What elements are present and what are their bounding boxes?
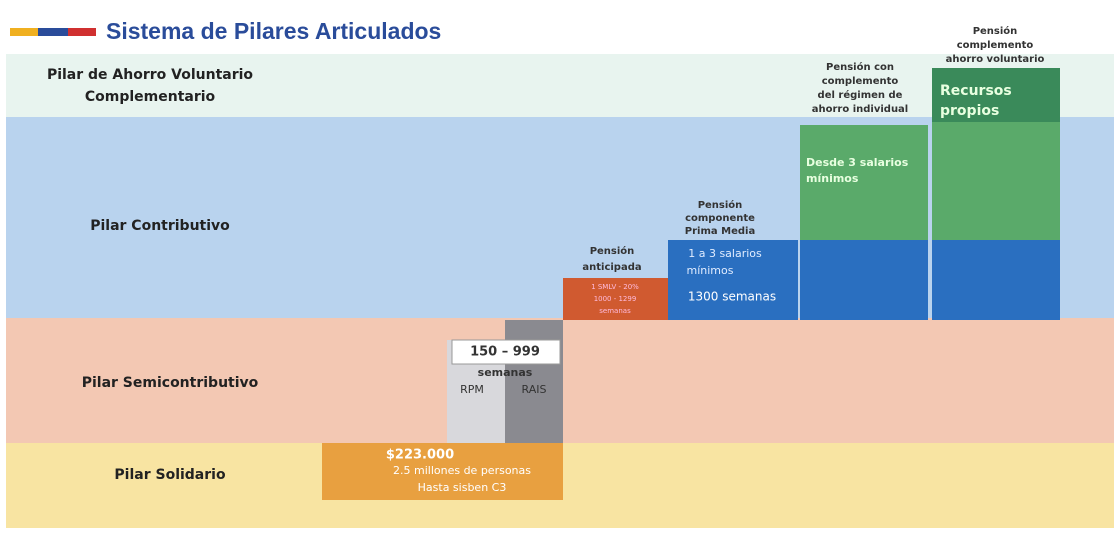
blue-box bbox=[800, 240, 928, 320]
rais-box bbox=[505, 320, 563, 443]
flag-red bbox=[68, 28, 96, 36]
pillar-label: Complementario bbox=[85, 89, 216, 105]
range: 150 – 999 bbox=[470, 345, 540, 360]
solidario-box bbox=[322, 443, 563, 500]
heading: complemento bbox=[822, 76, 899, 87]
box-text: 1 a 3 salarios bbox=[688, 247, 762, 260]
unit: semanas bbox=[478, 366, 533, 379]
box-text: semanas bbox=[599, 307, 631, 315]
blue-box bbox=[932, 240, 1060, 320]
band-voluntario bbox=[6, 54, 1114, 117]
pillar-label: Pilar Solidario bbox=[114, 467, 226, 483]
heading: Pensión bbox=[698, 199, 743, 211]
pillar-label: Pilar Semicontributivo bbox=[82, 375, 259, 391]
rpm: RPM bbox=[460, 383, 484, 396]
flag-blue bbox=[38, 28, 68, 36]
box-text: mínimos bbox=[806, 172, 859, 185]
heading: complemento bbox=[957, 40, 1034, 51]
box-text: mínimos bbox=[687, 264, 734, 277]
green-box bbox=[932, 122, 1060, 240]
amount: $223.000 bbox=[386, 448, 454, 463]
rais: RAIS bbox=[522, 383, 547, 396]
box-text: Desde 3 salarios bbox=[806, 156, 909, 169]
box-text: 1300 semanas bbox=[688, 290, 776, 304]
anticipada-box bbox=[563, 278, 668, 320]
box-text: propios bbox=[940, 103, 999, 119]
heading: Prima Media bbox=[685, 226, 755, 237]
pillar-label: Pilar Contributivo bbox=[90, 218, 230, 234]
box-text: 1000 - 1299 bbox=[594, 295, 637, 303]
flag-yellow bbox=[10, 28, 38, 36]
heading: ahorro individual bbox=[812, 104, 908, 115]
box-text: Hasta sisben C3 bbox=[418, 481, 507, 494]
range-box bbox=[451, 339, 561, 365]
heading: componente bbox=[685, 213, 755, 224]
heading: ahorro voluntario bbox=[946, 54, 1045, 65]
heading: Pensión bbox=[590, 245, 635, 257]
pillar-label: Pilar de Ahorro Voluntario bbox=[47, 67, 253, 83]
box-text: 1 SMLV - 20% bbox=[591, 283, 639, 291]
title: Sistema de Pilares Articulados bbox=[106, 18, 441, 44]
band-contributivo bbox=[6, 117, 1114, 318]
box-text: 2.5 millones de personas bbox=[393, 464, 531, 477]
recursos-box bbox=[932, 68, 1060, 122]
heading: Pensión con bbox=[826, 61, 894, 73]
heading: anticipada bbox=[582, 262, 641, 273]
prima-media-box bbox=[668, 240, 798, 320]
box-text: Recursos bbox=[940, 83, 1012, 99]
heading: del régimen de bbox=[818, 89, 903, 101]
ahorro-individual-box bbox=[800, 125, 928, 240]
heading: Pensión bbox=[973, 25, 1018, 37]
